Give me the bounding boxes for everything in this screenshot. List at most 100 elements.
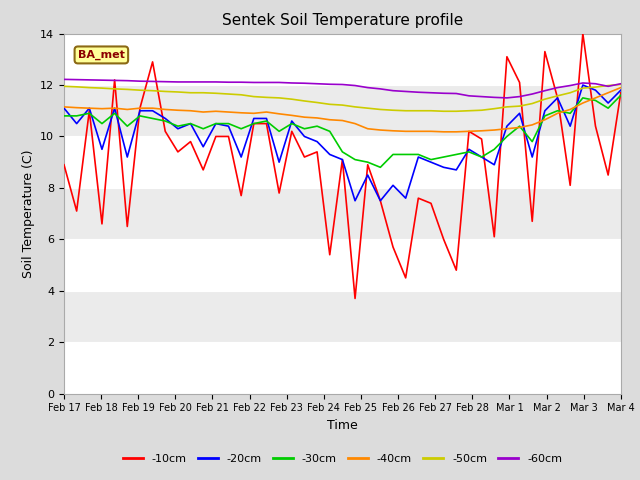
-50cm [427, 108, 435, 114]
-60cm [288, 80, 296, 86]
-40cm [237, 110, 245, 116]
-40cm [326, 117, 333, 122]
-10cm [440, 237, 447, 242]
-20cm [529, 154, 536, 160]
-40cm [364, 126, 372, 132]
-20cm [250, 116, 258, 121]
-10cm [237, 193, 245, 199]
-60cm [301, 80, 308, 86]
-60cm [389, 88, 397, 94]
-50cm [604, 83, 612, 88]
-50cm [617, 82, 625, 87]
-10cm [554, 95, 561, 101]
-20cm [301, 133, 308, 139]
-30cm [591, 97, 599, 103]
-40cm [136, 105, 144, 111]
-10cm [275, 190, 283, 196]
-50cm [313, 100, 321, 106]
-60cm [503, 95, 511, 101]
-40cm [477, 128, 485, 133]
-10cm [124, 224, 131, 229]
-60cm [199, 79, 207, 85]
-60cm [86, 77, 93, 83]
Bar [64, 85, 621, 136]
-30cm [136, 113, 144, 119]
-20cm [111, 105, 118, 111]
-30cm [364, 159, 372, 165]
-20cm [187, 120, 195, 126]
-60cm [111, 77, 118, 84]
-60cm [174, 79, 182, 85]
-20cm [148, 108, 156, 114]
-30cm [288, 120, 296, 126]
-50cm [402, 108, 410, 114]
-50cm [566, 90, 574, 96]
-30cm [73, 113, 81, 119]
-40cm [73, 105, 81, 110]
-30cm [275, 129, 283, 134]
-30cm [124, 123, 131, 129]
-10cm [339, 156, 346, 162]
-40cm [440, 129, 447, 135]
-40cm [250, 110, 258, 116]
-30cm [174, 123, 182, 129]
-30cm [98, 120, 106, 126]
-30cm [301, 126, 308, 132]
-40cm [566, 107, 574, 112]
Line: -10cm: -10cm [64, 34, 621, 299]
-30cm [415, 152, 422, 157]
-20cm [477, 154, 485, 160]
-60cm [376, 86, 384, 92]
-10cm [516, 80, 524, 85]
-60cm [541, 88, 548, 94]
-10cm [477, 136, 485, 142]
-60cm [275, 80, 283, 85]
-40cm [452, 129, 460, 135]
-40cm [288, 112, 296, 118]
-20cm [465, 146, 473, 152]
-20cm [351, 198, 359, 204]
-30cm [579, 95, 587, 101]
-40cm [490, 127, 498, 133]
-20cm [389, 182, 397, 188]
-40cm [148, 105, 156, 111]
-50cm [326, 101, 333, 107]
-10cm [301, 154, 308, 160]
-50cm [250, 94, 258, 99]
Bar [64, 291, 621, 342]
-20cm [212, 120, 220, 126]
-40cm [301, 114, 308, 120]
-40cm [604, 90, 612, 96]
-40cm [465, 129, 473, 134]
-40cm [503, 126, 511, 132]
-10cm [111, 77, 118, 83]
-30cm [161, 118, 169, 124]
-20cm [136, 108, 144, 114]
-50cm [288, 96, 296, 102]
-50cm [440, 108, 447, 114]
-40cm [124, 107, 131, 112]
-60cm [477, 94, 485, 99]
-50cm [554, 93, 561, 99]
-60cm [148, 79, 156, 84]
X-axis label: Time: Time [327, 419, 358, 432]
-50cm [86, 84, 93, 90]
-40cm [389, 128, 397, 133]
-20cm [503, 123, 511, 129]
-20cm [440, 165, 447, 170]
-40cm [262, 109, 270, 115]
-10cm [402, 275, 410, 281]
-30cm [541, 113, 548, 119]
-10cm [187, 139, 195, 144]
-60cm [591, 81, 599, 86]
-20cm [124, 154, 131, 160]
-50cm [237, 92, 245, 98]
-10cm [591, 123, 599, 129]
-60cm [529, 91, 536, 97]
-10cm [86, 108, 93, 114]
-10cm [389, 244, 397, 250]
-60cm [415, 89, 422, 95]
-50cm [60, 84, 68, 89]
-50cm [225, 91, 232, 97]
-20cm [275, 159, 283, 165]
